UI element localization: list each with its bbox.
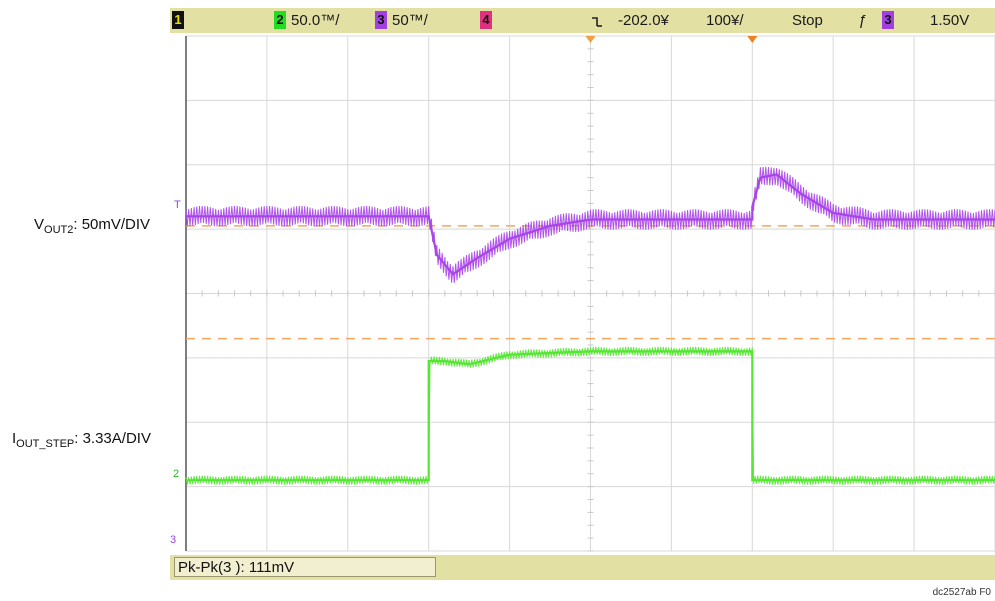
iout-scale-label: IOUT_STEP: 3.33A/DIV [12,430,151,450]
vout-scale-label: VOUT2: 50mV/DIV [34,216,150,236]
iout-label-sub: OUT_STEP [16,438,74,450]
channel-3-marker: 3 [170,534,176,546]
vout-label-main: V [34,216,44,233]
vout-label-sub: OUT2 [44,224,73,236]
figure-id: dc2527ab F0 [933,587,991,598]
vout-label-rest: : 50mV/DIV [73,216,150,233]
iout-label-rest: : 3.33A/DIV [74,430,151,447]
grid [186,36,995,551]
time-reference-marker [747,36,757,43]
channel-2-marker: 2 [173,468,179,480]
measurement-bar: Pk-Pk(3 ): 111mV [170,555,995,580]
pk-pk-measurement[interactable]: Pk-Pk(3 ): 111mV [174,557,436,577]
trigger-level-marker: T [174,199,181,211]
trigger-position-marker [586,36,596,43]
